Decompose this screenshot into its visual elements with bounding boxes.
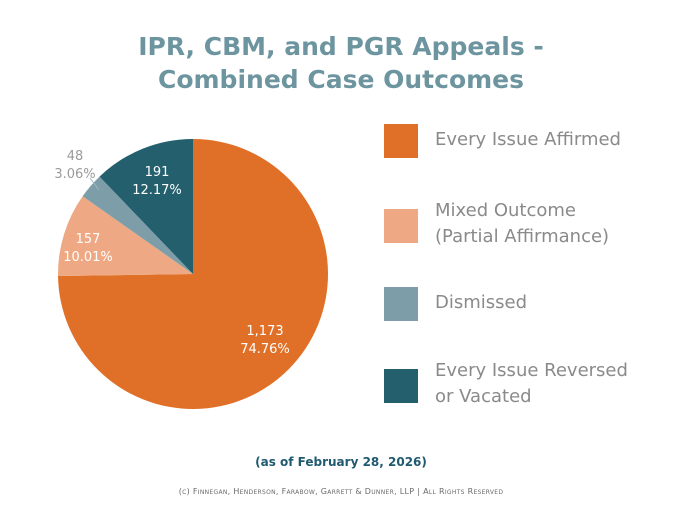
pie-slice-reversed (99, 139, 193, 274)
legend-label-reversed: Every Issue Reversed or Vacated (435, 358, 628, 410)
legend-label-line: or Vacated (435, 386, 532, 407)
data-label-reversed-percent: 12.17% (132, 183, 182, 198)
data-label-mixed-percent: 10.01% (63, 250, 113, 265)
chart-title: IPR, CBM, and PGR Appeals - Combined Cas… (0, 30, 682, 96)
data-label-reversed-count: 191 (145, 165, 170, 180)
chart-title-line-1: IPR, CBM, and PGR Appeals - (138, 32, 544, 61)
legend-label-dismissed: Dismissed (435, 290, 527, 316)
legend-label-line: (Partial Affirmance) (435, 226, 610, 247)
data-label-affirmed-count: 1,173 (246, 324, 283, 339)
data-label-mixed-count: 157 (76, 232, 101, 247)
legend-label-line: Mixed Outcome (435, 200, 577, 221)
legend-swatch-reversed (384, 369, 418, 403)
as-of-date: (as of February 28, 2026) (255, 455, 427, 469)
legend-swatch-affirmed (384, 124, 418, 158)
data-label-dismissed-count: 48 (67, 149, 84, 164)
legend-swatch-dismissed (384, 287, 418, 321)
pie-slice-affirmed (58, 139, 329, 409)
legend-label-line: Dismissed (435, 292, 528, 313)
legend-label-mixed: Mixed Outcome (Partial Affirmance) (435, 198, 609, 250)
legend-label-line: Every Issue Reversed (435, 360, 628, 381)
pie-slice-dismissed (82, 176, 193, 274)
chart-title-line-2: Combined Case Outcomes (157, 65, 525, 94)
data-label-affirmed-percent: 74.76% (240, 342, 290, 357)
legend-label-line: Every Issue Affirmed (435, 129, 621, 150)
legend-swatch-mixed (384, 209, 418, 243)
copyright-notice: (c) Finnegan, Henderson, Farabow, Garret… (178, 487, 504, 496)
pie-slice-mixed (58, 196, 193, 277)
legend-label-affirmed: Every Issue Affirmed (435, 127, 621, 153)
data-label-dismissed-percent: 3.06% (54, 167, 95, 182)
dismissed-leader-line (89, 177, 100, 191)
